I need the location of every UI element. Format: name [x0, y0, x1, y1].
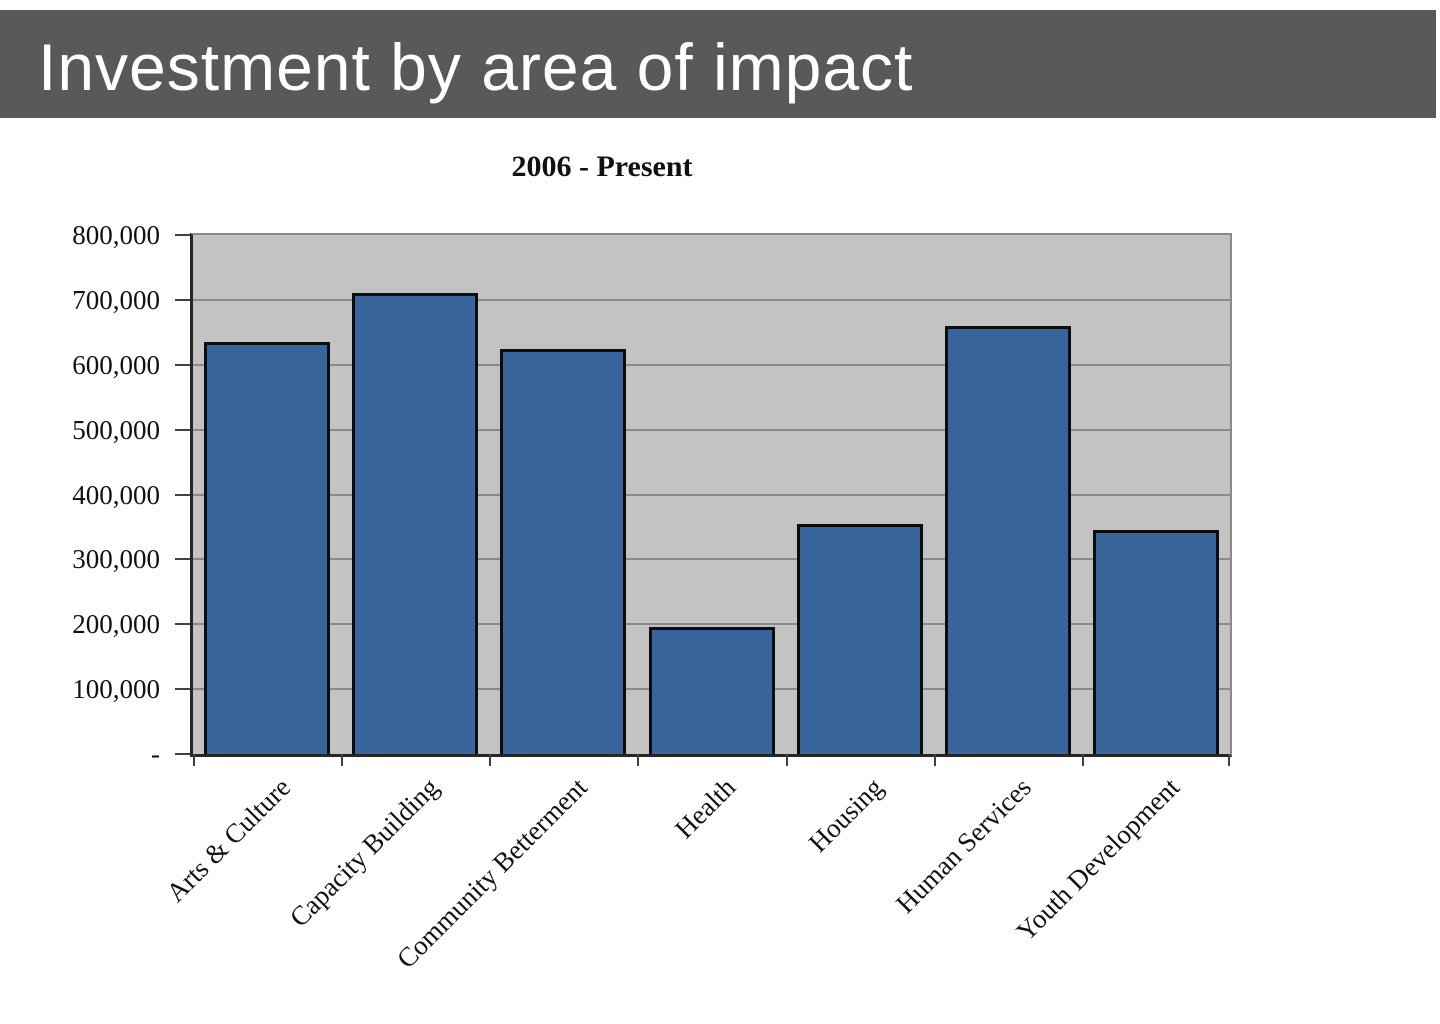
bar-human-services [944, 326, 1071, 754]
bar-housing [796, 524, 923, 754]
y-axis-label: 200,000 [72, 609, 160, 640]
y-axis-label: 300,000 [72, 544, 160, 575]
gridline [193, 558, 1230, 561]
plot-area [175, 233, 1232, 766]
bar-health [648, 627, 775, 754]
x-axis-label-human-services: Human Services [890, 772, 1038, 919]
y-axis-label: 100,000 [72, 674, 160, 705]
y-tick-mark [175, 753, 190, 755]
y-axis-label: 800,000 [72, 220, 160, 250]
x-tick-mark [1082, 754, 1084, 766]
y-tick-mark [175, 298, 190, 301]
y-tick-mark [175, 688, 190, 691]
gridline [193, 428, 1230, 431]
y-axis-label: 500,000 [72, 414, 160, 445]
bar-capacity-building [352, 293, 479, 754]
bar-youth-development [1092, 530, 1219, 754]
x-tick-mark [786, 754, 788, 766]
x-axis-label-youth-development: Youth Development [1010, 772, 1186, 947]
bar-community-betterment [500, 349, 627, 754]
y-axis-label: 600,000 [72, 349, 160, 380]
y-axis-label: 700,000 [72, 284, 160, 315]
x-axis-label-health: Health [668, 772, 741, 845]
gridline [193, 623, 1230, 626]
x-tick-mark [193, 754, 195, 766]
y-tick-mark [175, 428, 190, 431]
gridline [193, 493, 1230, 496]
x-tick-mark [341, 754, 343, 766]
x-axis-label-housing: Housing [802, 772, 889, 858]
y-tick-mark [175, 493, 190, 496]
x-tick-mark [934, 754, 936, 766]
x-tick-mark [637, 754, 639, 766]
bar-arts-culture [204, 342, 331, 754]
y-axis-label: - [151, 739, 160, 769]
gridline [193, 298, 1230, 301]
header-bar: Investment by area of impact [0, 10, 1436, 118]
chart-title: 2006 - Present [511, 150, 693, 183]
gridline [193, 363, 1230, 366]
y-tick-mark [175, 234, 190, 236]
x-axis-label-arts-culture: Arts & Culture [160, 772, 297, 908]
x-tick-mark [1228, 754, 1230, 766]
y-axis-label: 400,000 [72, 479, 160, 510]
y-tick-mark [175, 363, 190, 366]
x-tick-mark [489, 754, 491, 766]
x-axis-label-capacity-building: Capacity Building [283, 772, 445, 933]
y-tick-mark [175, 623, 190, 626]
y-tick-mark [175, 558, 190, 561]
page-title: Investment by area of impact [38, 30, 914, 104]
